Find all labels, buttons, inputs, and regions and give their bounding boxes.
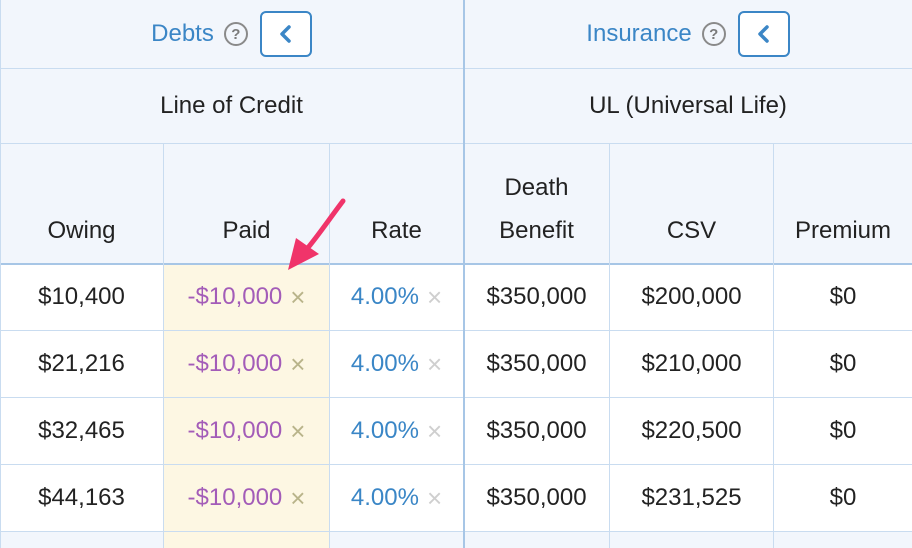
col-rate-header: Rate [371, 217, 422, 244]
universal-life-header: UL (Universal Life) [589, 92, 787, 119]
rate-value[interactable]: 4.00% [350, 350, 419, 377]
premium-cell[interactable]: $0 [829, 417, 857, 444]
col-premium-header: Premium [794, 217, 891, 244]
paid-value[interactable]: -$10,000 [187, 484, 283, 511]
rate-value[interactable]: 4.00% [350, 484, 419, 511]
clear-paid-icon[interactable]: × [290, 416, 306, 446]
rate-cell[interactable]: 4.00% × [330, 331, 463, 397]
grid-line [0, 263, 912, 265]
death-benefit-line2: Benefit [499, 217, 574, 244]
grid-line [0, 464, 912, 465]
insurance-section-header: Insurance ? [464, 0, 912, 68]
line-of-credit-header: Line of Credit [160, 92, 303, 119]
csv-cell[interactable]: $200,000 [641, 283, 742, 310]
grid-line [0, 397, 912, 398]
debts-section-header: Debts ? [0, 0, 463, 68]
col-death-benefit-header: Death Benefit [464, 144, 609, 263]
rate-cell[interactable]: 4.00% × [330, 465, 463, 531]
rate-value[interactable]: 4.00% [350, 283, 419, 310]
debts-title[interactable]: Debts [151, 20, 214, 47]
grid-line [0, 330, 912, 331]
chevron-left-icon [757, 25, 769, 43]
csv-cell[interactable]: $210,000 [641, 350, 742, 377]
clear-paid-icon[interactable]: × [290, 349, 306, 379]
col-owing-header: Owing [47, 217, 116, 244]
insurance-collapse-button[interactable] [737, 11, 790, 57]
clear-paid-icon[interactable]: × [290, 282, 306, 312]
csv-cell[interactable]: $231,525 [641, 484, 742, 511]
paid-cell[interactable]: -$10,000 × [164, 398, 329, 464]
death-benefit-cell[interactable]: $350,000 [486, 283, 587, 310]
rate-value[interactable]: 4.00% [350, 417, 419, 444]
grid-line [0, 68, 912, 69]
grid-line [163, 143, 164, 548]
grid-line [0, 143, 912, 144]
premium-cell[interactable]: $0 [829, 350, 857, 377]
premium-cell[interactable]: $0 [829, 484, 857, 511]
grid-line [773, 143, 774, 548]
clear-rate-icon[interactable]: × [426, 416, 443, 446]
death-benefit-cell[interactable]: $350,000 [486, 350, 587, 377]
clear-rate-icon[interactable]: × [426, 282, 443, 312]
owing-cell[interactable]: $32,465 [38, 417, 125, 444]
owing-cell[interactable]: $44,163 [38, 484, 125, 511]
owing-cell[interactable]: $10,400 [38, 283, 125, 310]
paid-column-highlight [164, 264, 329, 548]
clear-paid-icon[interactable]: × [290, 483, 306, 513]
partial-row-right [329, 532, 912, 548]
death-benefit-line1: Death [504, 174, 569, 201]
insurance-help-icon[interactable]: ? [701, 22, 726, 46]
rate-cell[interactable]: 4.00% × [330, 398, 463, 464]
col-paid-header: Paid [222, 217, 271, 244]
grid-line [463, 0, 465, 548]
grid-line [329, 143, 330, 548]
paid-value[interactable]: -$10,000 [187, 283, 283, 310]
death-benefit-cell[interactable]: $350,000 [486, 484, 587, 511]
paid-value[interactable]: -$10,000 [187, 350, 283, 377]
insurance-title[interactable]: Insurance [586, 20, 692, 47]
grid-line [609, 143, 610, 548]
partial-row [0, 532, 164, 548]
paid-cell[interactable]: -$10,000 × [164, 331, 329, 397]
paid-value[interactable]: -$10,000 [187, 417, 283, 444]
death-benefit-cell[interactable]: $350,000 [486, 417, 587, 444]
chevron-left-icon [280, 25, 291, 43]
debts-help-icon[interactable]: ? [223, 22, 248, 46]
debts-collapse-button[interactable] [259, 11, 312, 57]
clear-rate-icon[interactable]: × [426, 349, 443, 379]
rate-cell[interactable]: 4.00% × [330, 264, 463, 330]
col-csv-header: CSV [666, 217, 717, 244]
paid-cell[interactable]: -$10,000 × [164, 465, 329, 531]
grid-line [0, 531, 912, 532]
owing-cell[interactable]: $21,216 [38, 350, 125, 377]
paid-cell[interactable]: -$10,000 × [164, 264, 329, 330]
premium-cell[interactable]: $0 [829, 283, 857, 310]
grid-line [0, 0, 1, 548]
clear-rate-icon[interactable]: × [426, 483, 443, 513]
csv-cell[interactable]: $220,500 [641, 417, 742, 444]
